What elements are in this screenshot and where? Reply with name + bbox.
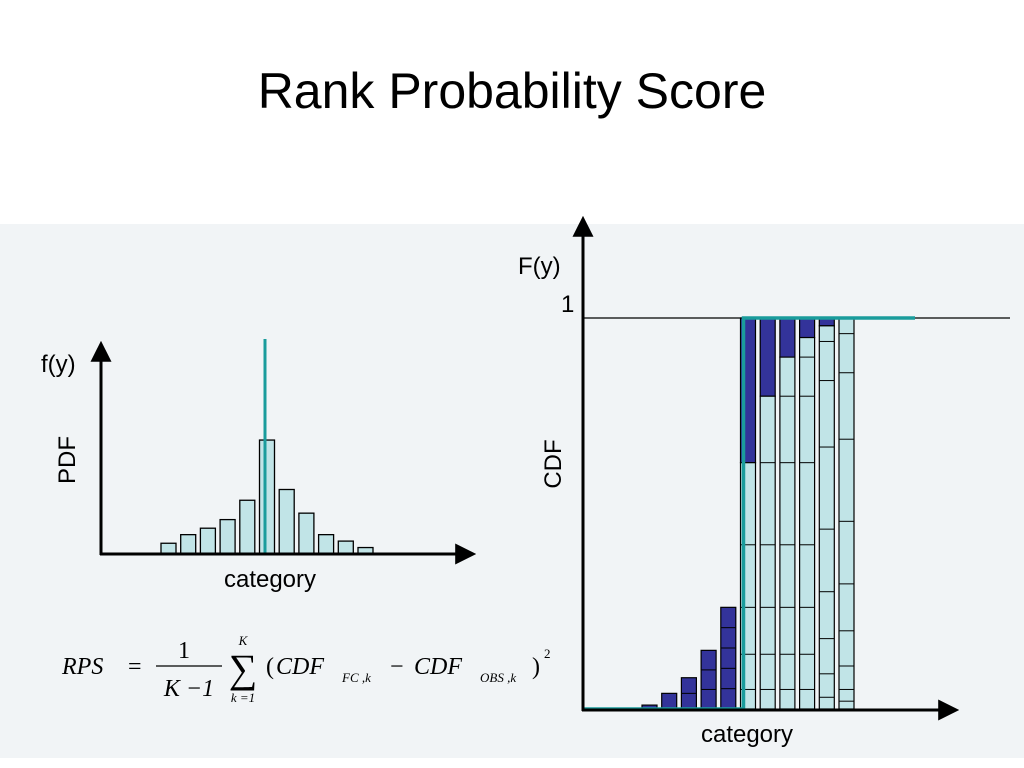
formula-term1-subscript: FC ,k: [341, 670, 371, 685]
pdf-x-axis-label: category: [224, 566, 316, 593]
rps-formula: RPS = 1 K −1 K ∑ k =1 ( CDF FC ,k − CDF …: [61, 633, 551, 705]
formula-exponent: 2: [544, 646, 551, 661]
cdf-chart: F(y) 1 CDF category: [518, 215, 1010, 748]
formula-term2: CDF: [414, 654, 462, 680]
pdf-bar: [180, 534, 197, 555]
cdf-columns: [641, 317, 855, 710]
pdf-bars: [160, 439, 374, 555]
cdf-forecast-bar: [818, 325, 835, 710]
formula-term2-subscript: OBS ,k: [480, 670, 516, 685]
formula-close-paren: ): [532, 654, 540, 680]
cdf-x-axis-label: category: [701, 721, 793, 748]
pdf-y-axis-label: PDF: [54, 436, 81, 484]
cdf-difference-bar: [759, 317, 776, 397]
formula-sum-upper: K: [238, 633, 249, 648]
formula-sum-symbol: ∑: [229, 646, 258, 691]
cdf-difference-bar: [779, 317, 796, 358]
cdf-y-axis-label: CDF: [540, 439, 567, 488]
cdf-forecast-bar: [838, 317, 855, 710]
formula-denominator: K −1: [163, 676, 214, 702]
cdf-difference-bar: [661, 692, 678, 710]
cdf-forecast-bar: [798, 336, 816, 710]
pdf-bar: [298, 512, 315, 555]
cdf-difference-bar: [700, 649, 717, 710]
pdf-bar: [199, 527, 217, 555]
formula-equals: =: [128, 654, 142, 680]
cdf-difference-bar: [720, 606, 737, 710]
cdf-forecast-bar: [779, 356, 796, 710]
pdf-bar: [160, 542, 177, 555]
cdf-difference-bar: [798, 317, 816, 339]
formula-numerator: 1: [178, 638, 190, 664]
formula-minus: −: [390, 654, 404, 680]
pdf-bar: [219, 518, 236, 555]
pdf-y-axis-symbol: f(y): [41, 351, 76, 378]
pdf-bar: [258, 439, 276, 555]
formula-sum-lower: k =1: [231, 690, 255, 705]
formula-lhs: RPS: [61, 654, 103, 680]
cdf-y-tick-label: 1: [561, 291, 574, 318]
pdf-bar: [239, 499, 256, 555]
pdf-bar: [317, 534, 335, 555]
pdf-bar: [337, 540, 354, 555]
formula-open-paren: (: [266, 654, 274, 680]
slide-title: Rank Probability Score: [257, 63, 767, 119]
pdf-bar: [278, 488, 295, 555]
pdf-chart: f(y) PDF category: [41, 339, 477, 593]
formula-term1: CDF: [276, 654, 324, 680]
cdf-forecast-bar: [759, 395, 776, 710]
cdf-y-axis-symbol: F(y): [518, 253, 561, 280]
